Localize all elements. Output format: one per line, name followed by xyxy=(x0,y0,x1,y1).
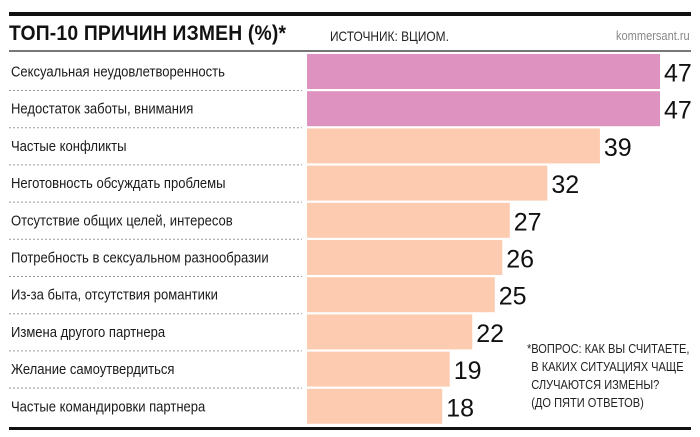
value-label: 22 xyxy=(476,320,504,348)
bar xyxy=(307,314,473,350)
bar xyxy=(307,165,548,201)
bar xyxy=(307,240,503,275)
category-label: Из-за быта, отсутствия романтики xyxy=(11,287,218,303)
bar xyxy=(307,202,510,238)
category-label: Частые конфликты xyxy=(11,138,127,154)
category-label: Недостаток заботы, внимания xyxy=(11,101,193,117)
category-label: Измена другого партнера xyxy=(11,324,165,340)
value-label: 19 xyxy=(454,357,482,385)
footnote-line: (ДО ПЯТИ ОТВЕТОВ) xyxy=(531,395,644,410)
category-label: Потребность в сексуальном разнообразии xyxy=(11,250,269,266)
value-label: 27 xyxy=(514,208,542,236)
category-label: Частые командировки партнера xyxy=(11,399,206,415)
value-label: 32 xyxy=(551,171,579,199)
value-label: 26 xyxy=(506,246,534,274)
brand-label: kommersant.ru xyxy=(616,28,690,43)
value-label: 39 xyxy=(604,134,632,162)
category-label: Сексуальная неудовлетворенность xyxy=(11,64,225,80)
value-label: 47 xyxy=(664,97,692,125)
bottom-rule xyxy=(9,427,691,430)
bar xyxy=(307,388,443,424)
top-rule xyxy=(9,12,691,16)
value-label: 25 xyxy=(499,283,527,311)
category-label: Отсутствие общих целей, интересов xyxy=(11,213,233,229)
footnote: *ВОПРОС: КАК ВЫ СЧИТАЕТЕ, В КАКИХ СИТУАЦ… xyxy=(527,340,689,412)
bar xyxy=(307,351,450,387)
source-label: ИСТОЧНИК: ВЦИОМ. xyxy=(330,28,449,44)
value-label: 18 xyxy=(446,394,474,422)
header-rule xyxy=(9,50,691,52)
chart-title: ТОП-10 ПРИЧИН ИЗМЕН (%)* xyxy=(9,22,287,45)
category-label: Неготовность обсуждать проблемы xyxy=(11,175,226,191)
category-label: Желание самоутвердиться xyxy=(11,361,174,377)
bar xyxy=(307,91,660,127)
bar xyxy=(307,54,660,89)
bar xyxy=(307,128,600,164)
value-label: 47 xyxy=(664,60,692,88)
bar xyxy=(307,277,495,313)
footnote-line: В КАКИХ СИТУАЦИЯХ ЧАЩЕ xyxy=(531,359,684,374)
footnote-line: *ВОПРОС: КАК ВЫ СЧИТАЕТЕ, xyxy=(527,341,690,356)
footnote-line: СЛУЧАЮТСЯ ИЗМЕНЫ? xyxy=(531,377,660,392)
